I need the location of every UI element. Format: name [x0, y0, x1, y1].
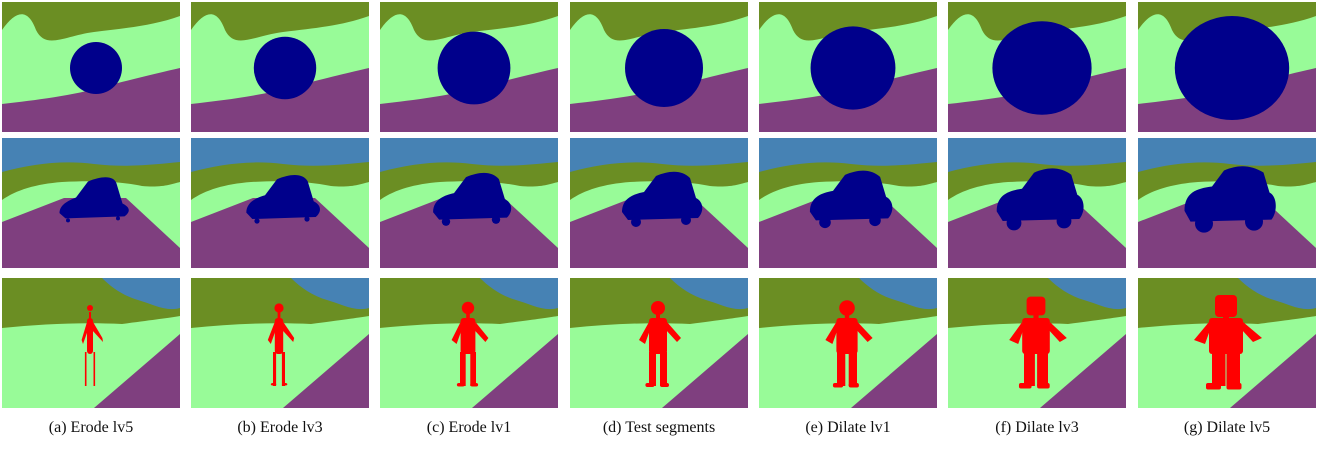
- segmentation-image: [570, 278, 748, 408]
- sphere-mask: [810, 26, 896, 110]
- segmentation-image: [2, 2, 180, 132]
- caption-g: (g) Dilate lv5: [1183, 419, 1271, 436]
- region-road: [380, 198, 558, 268]
- region-sky: [670, 278, 748, 310]
- car-mask: [433, 172, 512, 226]
- segmentation-image: [948, 278, 1126, 408]
- region-road: [2, 198, 180, 268]
- tile-car-erode-lv5: [2, 138, 180, 268]
- segmentation-image: [948, 2, 1126, 132]
- tile-sphere-erode-lv1: [380, 2, 558, 132]
- person-mask: [1009, 296, 1067, 389]
- caption-f: (f) Dilate lv3: [995, 419, 1079, 436]
- car-mask: [996, 168, 1084, 231]
- tile-car-dilate-lv1: [759, 138, 937, 268]
- tile-sphere-test-segments: [570, 2, 748, 132]
- person-mask: [451, 301, 489, 387]
- caption-a: (a) Erode lv5: [48, 419, 134, 436]
- car-mask: [1184, 166, 1276, 233]
- car-mask: [59, 177, 129, 223]
- region-road: [570, 198, 748, 268]
- region-road: [191, 198, 369, 268]
- segmentation-image: [191, 278, 369, 408]
- region-road: [851, 334, 937, 408]
- region-road: [2, 68, 180, 132]
- tile-person-test-segments: [570, 278, 748, 408]
- segmentation-image: [380, 138, 558, 268]
- tile-car-erode-lv3: [191, 138, 369, 268]
- sphere-mask: [437, 31, 511, 105]
- tile-sphere-erode-lv5: [2, 2, 180, 132]
- tile-person-erode-lv1: [380, 278, 558, 408]
- tile-sphere-dilate-lv3: [948, 2, 1126, 132]
- segmentation-image: [380, 278, 558, 408]
- segmentation-image: [380, 2, 558, 132]
- region-road: [1040, 334, 1126, 408]
- region-road: [472, 334, 558, 408]
- tile-sphere-dilate-lv1: [759, 2, 937, 132]
- sphere-mask: [625, 29, 703, 107]
- person-mask: [1194, 295, 1262, 390]
- caption-b: (b) Erode lv3: [237, 419, 323, 436]
- region-sky: [1238, 278, 1316, 310]
- caption-d: (d) Test segments: [602, 419, 716, 436]
- sphere-mask: [70, 42, 122, 94]
- tile-person-erode-lv5: [2, 278, 180, 408]
- region-road: [283, 334, 369, 408]
- segmentation-image: [759, 138, 937, 268]
- tile-person-dilate-lv5: [1138, 278, 1316, 408]
- segmentation-image: [2, 278, 180, 408]
- segmentation-image: [1138, 138, 1316, 268]
- person-mask: [81, 305, 103, 386]
- region-sky: [480, 278, 558, 310]
- region-road: [94, 334, 180, 408]
- tile-person-dilate-lv3: [948, 278, 1126, 408]
- tile-car-dilate-lv3: [948, 138, 1126, 268]
- region-sky: [1048, 278, 1126, 310]
- tile-person-erode-lv3: [191, 278, 369, 408]
- person-mask: [825, 300, 873, 388]
- segmentation-image: [759, 278, 937, 408]
- region-road: [191, 68, 369, 132]
- segmentation-image: [2, 138, 180, 268]
- car-mask: [809, 170, 893, 229]
- tile-car-test-segments: [570, 138, 748, 268]
- caption-e: (e) Dilate lv1: [805, 419, 891, 436]
- segmentation-image: [191, 138, 369, 268]
- segmentation-image: [570, 2, 748, 132]
- region-sky: [291, 278, 369, 310]
- caption-c: (c) Erode lv1: [426, 419, 512, 436]
- segmentation-image: [1138, 2, 1316, 132]
- person-mask: [267, 303, 295, 386]
- sphere-mask: [253, 36, 317, 100]
- person-mask: [639, 301, 681, 387]
- region-sky: [859, 278, 937, 310]
- tile-sphere-dilate-lv5: [1138, 2, 1316, 132]
- region-sky: [102, 278, 180, 310]
- tile-car-dilate-lv5: [1138, 138, 1316, 268]
- region-road: [1230, 334, 1316, 408]
- car-mask: [622, 171, 703, 227]
- tile-sphere-erode-lv3: [191, 2, 369, 132]
- tile-car-erode-lv1: [380, 138, 558, 268]
- car-mask: [246, 175, 320, 224]
- segmentation-image: [948, 138, 1126, 268]
- segmentation-image: [191, 2, 369, 132]
- segmentation-image: [570, 138, 748, 268]
- tile-person-dilate-lv1: [759, 278, 937, 408]
- region-road: [662, 334, 748, 408]
- sphere-mask: [1174, 16, 1290, 120]
- sphere-mask: [992, 21, 1092, 115]
- segmentation-image: [1138, 278, 1316, 408]
- segmentation-image: [759, 2, 937, 132]
- region-road: [759, 198, 937, 268]
